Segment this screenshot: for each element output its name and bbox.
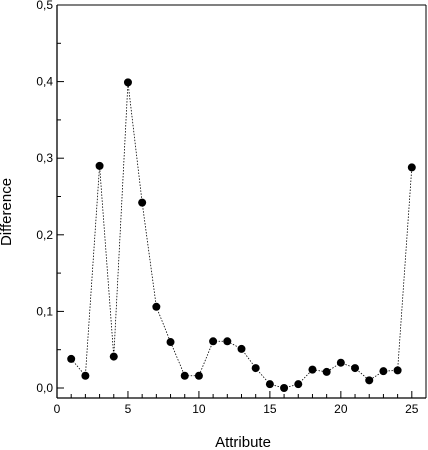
- series-points: [67, 78, 416, 392]
- data-point-12: [223, 337, 232, 346]
- data-point-22: [365, 376, 374, 385]
- x-tick-label: 15: [263, 402, 277, 416]
- data-point-11: [209, 337, 218, 346]
- y-tick-label: 0,2: [36, 228, 53, 242]
- series-polyline: [70, 82, 413, 389]
- data-point-10: [194, 371, 203, 380]
- y-axis-title: Difference: [0, 178, 15, 246]
- data-point-17: [294, 380, 303, 389]
- x-tick-label: 0: [54, 402, 61, 416]
- x-tick-label: 5: [125, 402, 132, 416]
- data-point-9: [180, 371, 189, 380]
- y-tick-label: 0,3: [36, 151, 53, 165]
- data-point-20: [336, 358, 345, 367]
- plot-frame: [56, 4, 427, 399]
- data-point-3: [95, 161, 104, 170]
- x-tick-label: 10: [192, 402, 206, 416]
- data-point-25: [407, 163, 416, 172]
- data-point-1: [67, 354, 76, 363]
- data-point-13: [237, 344, 246, 353]
- data-point-24: [393, 366, 402, 375]
- series-line: [70, 82, 413, 389]
- y-axis-ticks: 0,0 0,1 0,2 0,3 0,4 0,5: [36, 0, 64, 395]
- y-tick-label: 0,1: [36, 304, 53, 318]
- data-point-18: [308, 365, 317, 374]
- x-axis-ticks: 0 5 10 15 20 25: [54, 391, 419, 416]
- data-point-7: [152, 302, 161, 311]
- data-point-23: [379, 367, 388, 376]
- data-point-8: [166, 338, 175, 347]
- y-tick-label: 0,0: [36, 381, 53, 395]
- data-point-16: [280, 384, 289, 392]
- data-point-4: [109, 352, 118, 361]
- y-tick-label: 0,5: [36, 0, 53, 12]
- y-tick-label: 0,4: [36, 75, 53, 89]
- x-axis-title: Attribute: [215, 434, 271, 450]
- x-tick-label: 20: [334, 402, 348, 416]
- x-tick-label: 25: [405, 402, 419, 416]
- data-point-2: [81, 371, 90, 380]
- data-point-15: [265, 380, 274, 389]
- data-point-6: [138, 198, 147, 207]
- data-point-21: [351, 364, 360, 373]
- data-point-14: [251, 364, 260, 373]
- data-point-19: [322, 367, 331, 376]
- data-point-5: [123, 78, 132, 87]
